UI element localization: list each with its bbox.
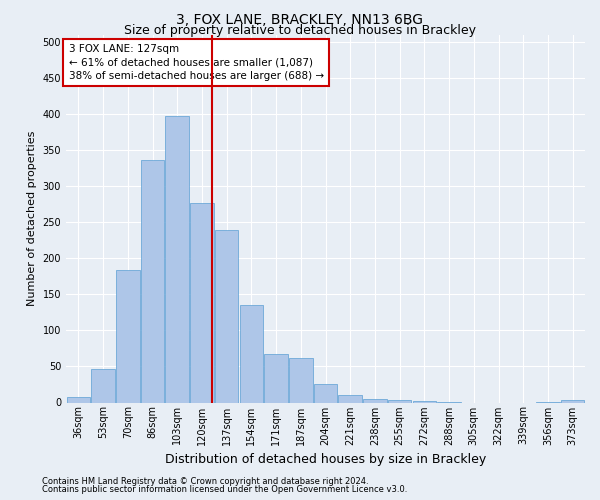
- X-axis label: Distribution of detached houses by size in Brackley: Distribution of detached houses by size …: [165, 453, 486, 466]
- Bar: [314, 384, 337, 402]
- Bar: [363, 399, 386, 402]
- Bar: [561, 400, 584, 402]
- Text: 3, FOX LANE, BRACKLEY, NN13 6BG: 3, FOX LANE, BRACKLEY, NN13 6BG: [176, 12, 424, 26]
- Bar: [116, 270, 140, 402]
- Bar: [388, 400, 412, 402]
- Text: Size of property relative to detached houses in Brackley: Size of property relative to detached ho…: [124, 24, 476, 37]
- Bar: [91, 370, 115, 402]
- Bar: [215, 230, 238, 402]
- Bar: [67, 396, 90, 402]
- Bar: [166, 116, 189, 403]
- Text: Contains public sector information licensed under the Open Government Licence v3: Contains public sector information licen…: [42, 485, 407, 494]
- Bar: [239, 305, 263, 402]
- Bar: [289, 358, 313, 403]
- Bar: [141, 160, 164, 402]
- Bar: [265, 354, 288, 403]
- Text: Contains HM Land Registry data © Crown copyright and database right 2024.: Contains HM Land Registry data © Crown c…: [42, 477, 368, 486]
- Bar: [190, 203, 214, 402]
- Bar: [413, 401, 436, 402]
- Y-axis label: Number of detached properties: Number of detached properties: [27, 131, 37, 306]
- Text: 3 FOX LANE: 127sqm
← 61% of detached houses are smaller (1,087)
38% of semi-deta: 3 FOX LANE: 127sqm ← 61% of detached hou…: [68, 44, 324, 80]
- Bar: [338, 394, 362, 402]
